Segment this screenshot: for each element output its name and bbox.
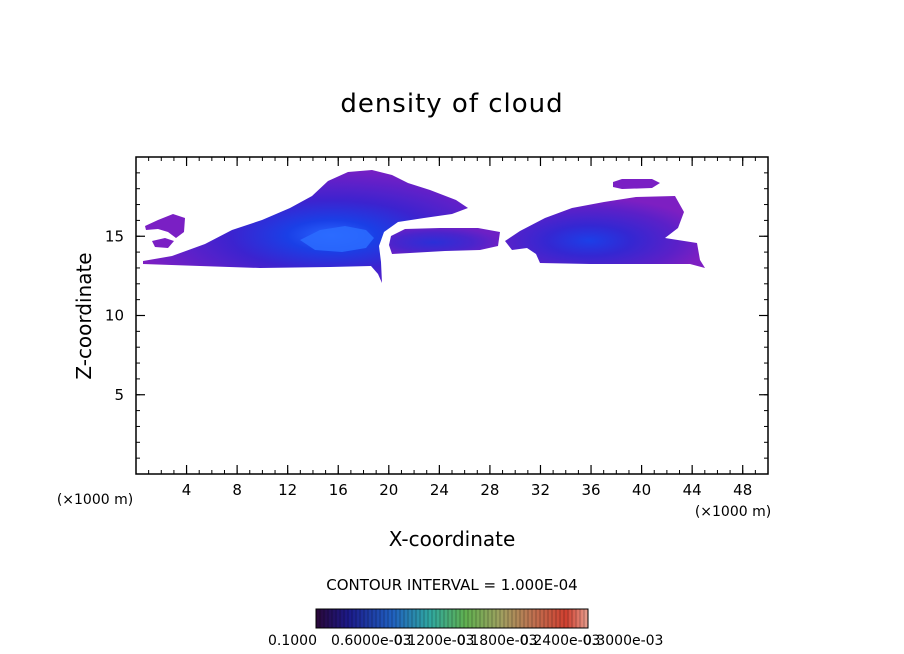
x-tick-label: 8 xyxy=(232,481,242,499)
x-tick-label: 44 xyxy=(683,481,702,499)
x-tick-label: 36 xyxy=(581,481,600,499)
cloud-region-middle xyxy=(389,228,500,254)
cloud-density-field xyxy=(143,170,705,283)
x-tick-label: 48 xyxy=(733,481,752,499)
contour-interval-text: CONTOUR INTERVAL = 1.000E-04 xyxy=(326,576,577,594)
x-tick-label: 24 xyxy=(430,481,449,499)
colorbar-gradient xyxy=(315,608,589,629)
x-tick-label: 4 xyxy=(182,481,192,499)
chart-title: density of cloud xyxy=(340,89,563,119)
cloud-region-small-left xyxy=(145,214,185,238)
x-tick-label: 28 xyxy=(480,481,499,499)
cloud-region-main xyxy=(143,170,468,283)
y-tick-label: 15 xyxy=(105,227,124,245)
colorbar-label: 0.3000e-03 xyxy=(583,633,663,649)
x-tick-label: 40 xyxy=(632,481,651,499)
x-axis-label: X-coordinate xyxy=(389,527,516,551)
cloud-region-small-left-2 xyxy=(152,238,174,248)
y-axis-ticks: 5 10 15 xyxy=(105,172,768,459)
cloud-region-right xyxy=(505,196,705,268)
y-axis-label: Z-coordinate xyxy=(72,252,96,379)
colorbar-label: 0.1200e-03 xyxy=(394,633,474,649)
colorbar-label: 0.1800e-03 xyxy=(457,633,537,649)
colorbar-stripes xyxy=(319,609,585,628)
x-tick-label: 16 xyxy=(329,481,348,499)
colorbar-label: 0.2400e-03 xyxy=(520,633,600,649)
colorbar: 0.1000 0.6000e-030.1200e-030.1800e-030.24… xyxy=(268,608,663,649)
cloud-region-top-right xyxy=(613,179,660,189)
y-tick-label: 10 xyxy=(105,307,124,325)
x-unit-label-right: (×1000 m) xyxy=(695,504,771,520)
x-tick-label: 12 xyxy=(278,481,297,499)
colorbar-labels: 0.1000 0.6000e-030.1200e-030.1800e-030.24… xyxy=(268,633,663,649)
x-axis-ticks: 4 8 12 16 20 24 28 32 36 40 44 48 xyxy=(148,157,756,499)
x-tick-label: 20 xyxy=(379,481,398,499)
colorbar-label: 0.1000 xyxy=(268,633,317,649)
x-unit-label-left: (×1000 m) xyxy=(57,492,133,508)
colorbar-label: 0.6000e-03 xyxy=(331,633,411,649)
cloud-core-main xyxy=(300,226,374,252)
y-tick-label: 5 xyxy=(114,386,124,404)
x-tick-label: 32 xyxy=(531,481,550,499)
